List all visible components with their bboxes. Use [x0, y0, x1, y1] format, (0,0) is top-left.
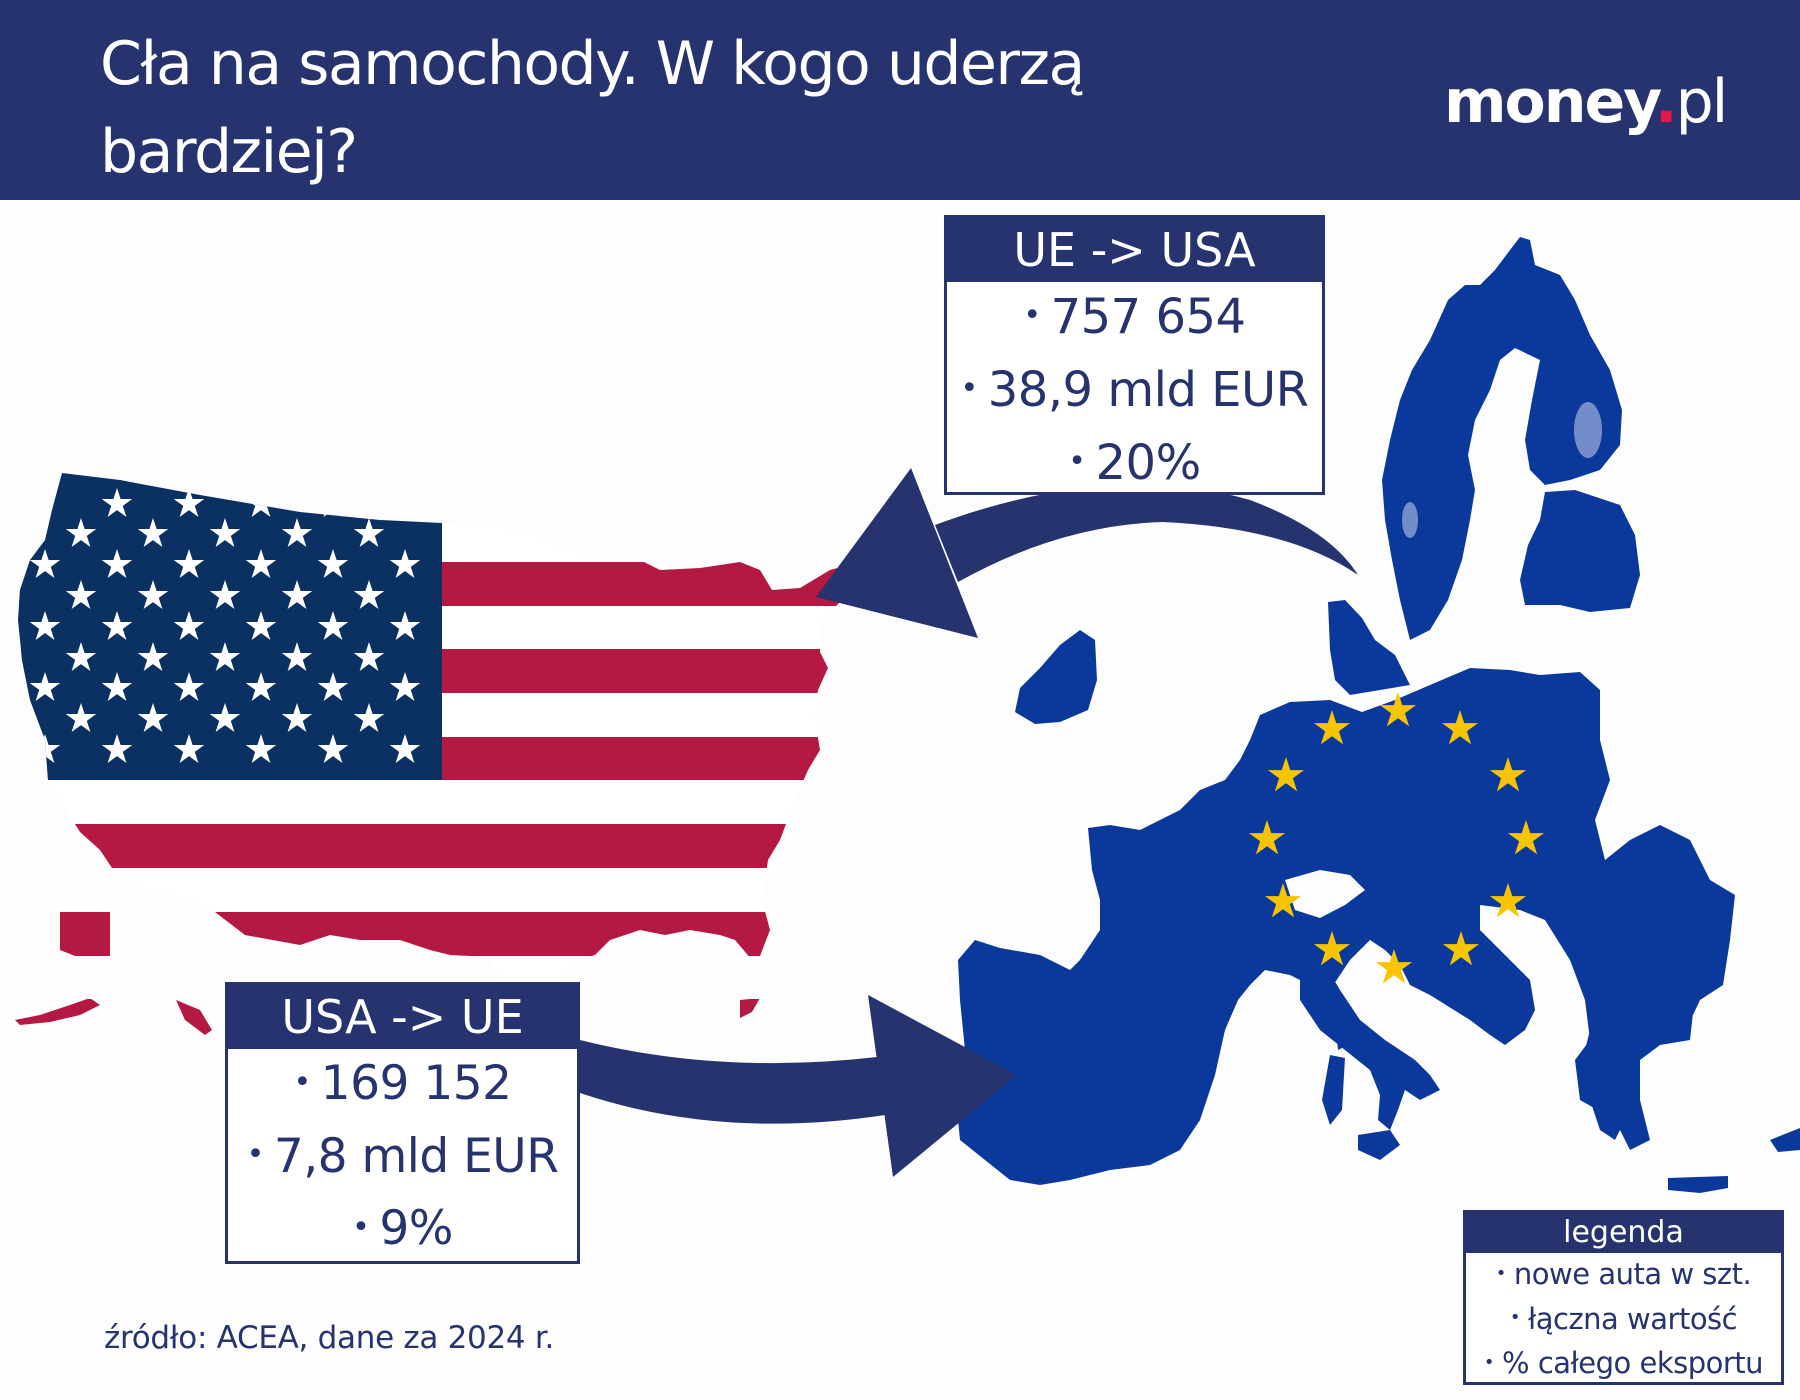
brand-dot: . [1654, 67, 1678, 137]
usa-to-eu-value-amount: 7,8 mld EUR [273, 1128, 559, 1184]
brand-name: money [1444, 67, 1657, 137]
title-line-1: Cła na samochody. W kogo uderzą [100, 29, 1085, 99]
arrow-eu-to-usa-icon [816, 468, 1358, 638]
usa-to-eu-units-value: 169 152 [320, 1056, 512, 1111]
legend-item-label: nowe auta w szt. [1513, 1257, 1752, 1291]
eu-to-usa-value-amount: 38,9 mld EUR [987, 362, 1309, 418]
bullet-icon: • [1023, 298, 1041, 333]
eu-to-usa-units: • 757 654 [947, 282, 1322, 355]
legend-item-value: • łączna wartość [1466, 1298, 1781, 1343]
bullet-icon: • [293, 1064, 311, 1100]
usa-to-eu-stats-box: USA -> UE • 169 152 • 7,8 mld EUR • 9% [225, 982, 580, 1264]
eu-to-usa-units-value: 757 654 [1050, 289, 1247, 345]
eu-to-usa-stats-box: UE -> USA • 757 654 • 38,9 mld EUR • 20% [944, 215, 1325, 495]
brand-tld: pl [1675, 67, 1729, 137]
legend-title: legenda [1466, 1213, 1781, 1253]
eu-to-usa-heading: UE -> USA [947, 218, 1322, 282]
page-title: Cła na samochody. W kogo uderzą bardziej… [100, 20, 1250, 196]
usa-to-eu-units: • 169 152 [228, 1049, 577, 1122]
bullet-icon: • [960, 371, 979, 406]
bullet-icon: • [1509, 1307, 1521, 1328]
legend-item-share: • % całego eksportu [1466, 1342, 1781, 1387]
legend-item-label: % całego eksportu [1502, 1346, 1764, 1380]
usa-to-eu-heading: USA -> UE [228, 985, 577, 1049]
header-banner: Cła na samochody. W kogo uderzą bardziej… [0, 0, 1800, 200]
money-pl-logo: money.pl [1444, 62, 1729, 142]
eu-to-usa-value: • 38,9 mld EUR [947, 355, 1322, 428]
bullet-icon: • [246, 1137, 265, 1172]
title-line-2: bardziej? [100, 117, 358, 187]
usa-to-eu-share: • 9% [228, 1194, 577, 1267]
legend-item-units: • nowe auta w szt. [1466, 1253, 1781, 1298]
arrow-usa-to-eu-icon [580, 995, 1017, 1177]
usa-to-eu-value: • 7,8 mld EUR [228, 1122, 577, 1195]
bullet-icon: • [1483, 1351, 1495, 1373]
usa-to-eu-share-value: 9% [379, 1201, 453, 1256]
bullet-icon: • [1495, 1262, 1507, 1284]
eu-to-usa-share: • 20% [947, 428, 1322, 501]
bullet-icon: • [1068, 444, 1086, 479]
eu-to-usa-share-value: 20% [1095, 435, 1202, 491]
source-note: źródło: ACEA, dane za 2024 r. [104, 1320, 555, 1356]
bullet-icon: • [352, 1209, 370, 1245]
legend-box: legenda • nowe auta w szt. • łączna wartoś… [1463, 1210, 1784, 1385]
legend-item-label: łączna wartość [1527, 1301, 1738, 1336]
